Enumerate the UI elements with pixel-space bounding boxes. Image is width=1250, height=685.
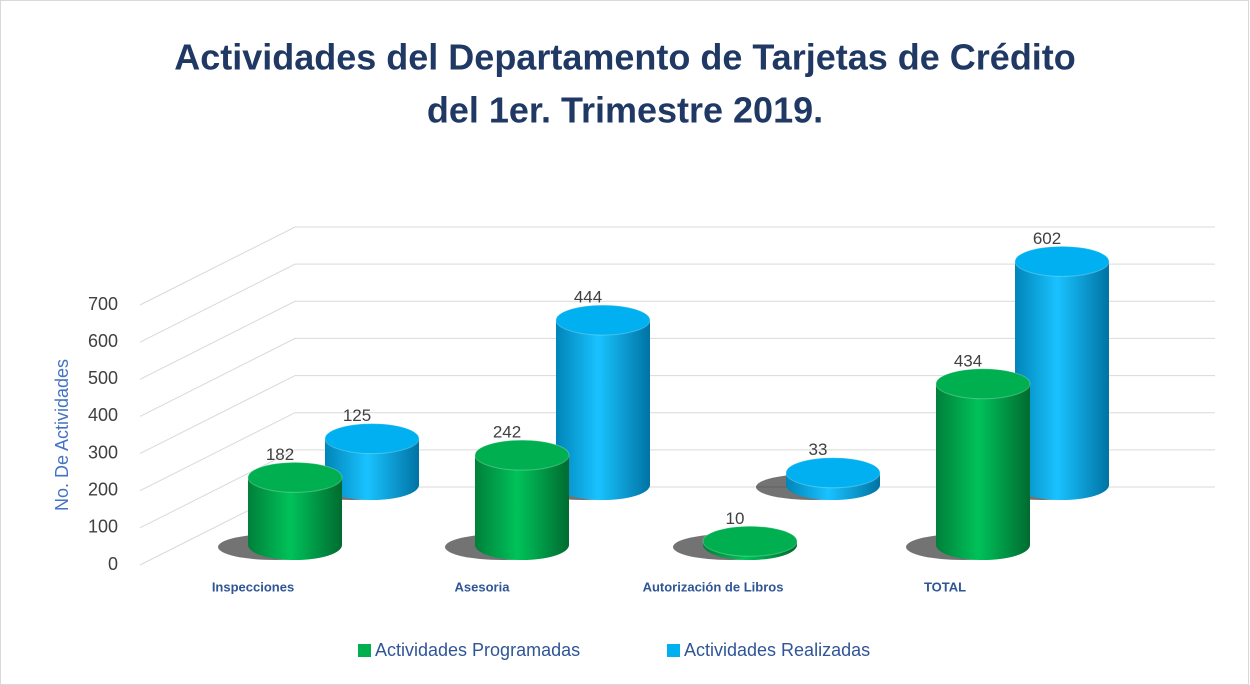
y-tick-label: 300 [88,442,118,462]
grid-line [139,412,1215,492]
x-tick-label: Asesoria [455,579,511,594]
legend-label: Actividades Programadas [375,640,580,660]
x-tick-label: Inspecciones [212,579,294,594]
value-label: 125 [343,406,371,425]
value-label: 602 [1033,229,1061,248]
y-axis-label: No. De Actividades [52,359,72,511]
bar [556,320,650,500]
value-label: 434 [954,351,982,370]
bar [248,477,342,560]
bar [1015,261,1109,500]
bar [936,383,1030,560]
bar [325,438,419,500]
value-label: 182 [266,445,294,464]
legend-swatch [358,644,371,657]
cylinder [445,439,570,560]
grid-line [139,449,1215,529]
x-tick-label: Autorización de Libros [643,579,784,594]
legend-swatch [667,644,680,657]
grid-line [139,375,1215,455]
value-label: 444 [574,288,602,307]
x-tick-label: TOTAL [924,579,966,594]
value-label: 10 [726,509,745,528]
bar-top [935,368,1031,400]
y-tick-label: 0 [108,554,118,574]
y-tick-label: 500 [88,368,118,388]
y-tick-label: 100 [88,517,118,537]
cylinder [906,368,1031,560]
grid-line [139,337,1215,417]
y-tick-label: 200 [88,479,118,499]
bar-top [474,439,570,471]
chart-title: del 1er. Trimestre 2019. [427,90,823,131]
bar-top [1014,245,1110,277]
bar-top [785,457,881,489]
y-tick-label: 700 [88,294,118,314]
y-tick-label: 400 [88,405,118,425]
y-tick-label: 600 [88,331,118,351]
bar-top [324,423,420,455]
value-label: 242 [493,423,521,442]
grid-line [139,300,1215,380]
cylinder [526,304,651,500]
legend-label: Actividades Realizadas [684,640,870,660]
bar-top [555,304,651,336]
cylinder [218,461,343,560]
bar-top [702,525,798,557]
grid-line [139,263,1215,343]
cylinder [756,457,881,500]
cylinder [673,525,798,560]
bar-top [247,461,343,493]
grid-line [139,226,1215,306]
value-label: 33 [809,440,828,459]
chart-title: Actividades del Departamento de Tarjetas… [174,37,1076,78]
bar [475,455,569,560]
